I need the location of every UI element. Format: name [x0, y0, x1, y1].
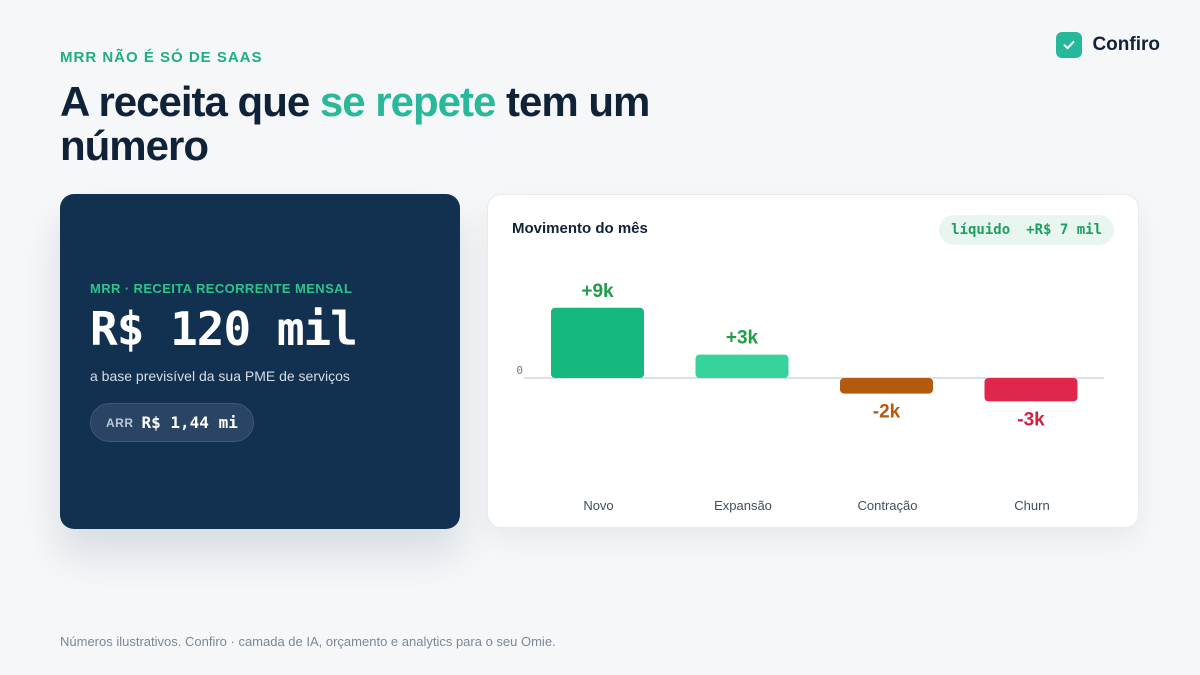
arr-badge: ARR R$ 1,44 mi — [90, 403, 254, 442]
category-label: Churn — [1014, 498, 1049, 513]
chart-title: Movimento do mês — [512, 220, 648, 237]
mrr-label: MRR · RECEITA RECORRENTE MENSAL — [90, 281, 353, 296]
eyebrow: MRR NÃO É SÓ DE SAAS — [60, 49, 263, 66]
headline-post: tem um número — [60, 78, 650, 169]
mrr-card: MRR · RECEITA RECORRENTE MENSAL R$ 120 m… — [60, 194, 460, 529]
chart-card: Movimento do mês líquido +R$ 7 mil 0 +9k N… — [487, 194, 1139, 528]
data-label: +9k — [581, 281, 614, 302]
headline-accent: se repete — [319, 78, 496, 125]
bar-contração — [840, 378, 933, 394]
mrr-value: R$ 120 mil — [90, 302, 358, 356]
bar-churn — [984, 378, 1078, 402]
net-badge: líquido +R$ 7 mil — [939, 215, 1114, 245]
bar-expansão — [695, 354, 789, 378]
arr-key: ARR — [106, 415, 134, 430]
footer-note: Números ilustrativos. Confiro · camada d… — [60, 634, 556, 649]
category-label: Expansão — [714, 498, 772, 513]
category-label: Novo — [583, 498, 613, 513]
mrr-subtitle: a base previsível da sua PME de serviços — [90, 368, 350, 384]
bar-novo — [551, 307, 644, 378]
headline-pre: A receita que — [60, 78, 320, 125]
data-label: +3k — [726, 328, 759, 349]
waterfall-chart: 0 +9k Novo +3k Expansão -2k Contração -3k Churn — [516, 281, 1104, 513]
net-value: +R$ 7 mil — [1026, 222, 1102, 238]
data-label: -2k — [873, 402, 901, 423]
check-icon — [1056, 32, 1083, 58]
zero-tick-label: 0 — [516, 364, 523, 377]
page-title: A receita que se repete tem um número — [60, 80, 740, 168]
arr-value: R$ 1,44 mi — [141, 413, 238, 432]
brand-logo: Confiro — [1056, 32, 1160, 58]
net-key: líquido — [951, 222, 1011, 238]
category-label: Contração — [858, 498, 918, 513]
brand-name: Confiro — [1092, 34, 1160, 55]
data-label: -3k — [1017, 409, 1045, 430]
